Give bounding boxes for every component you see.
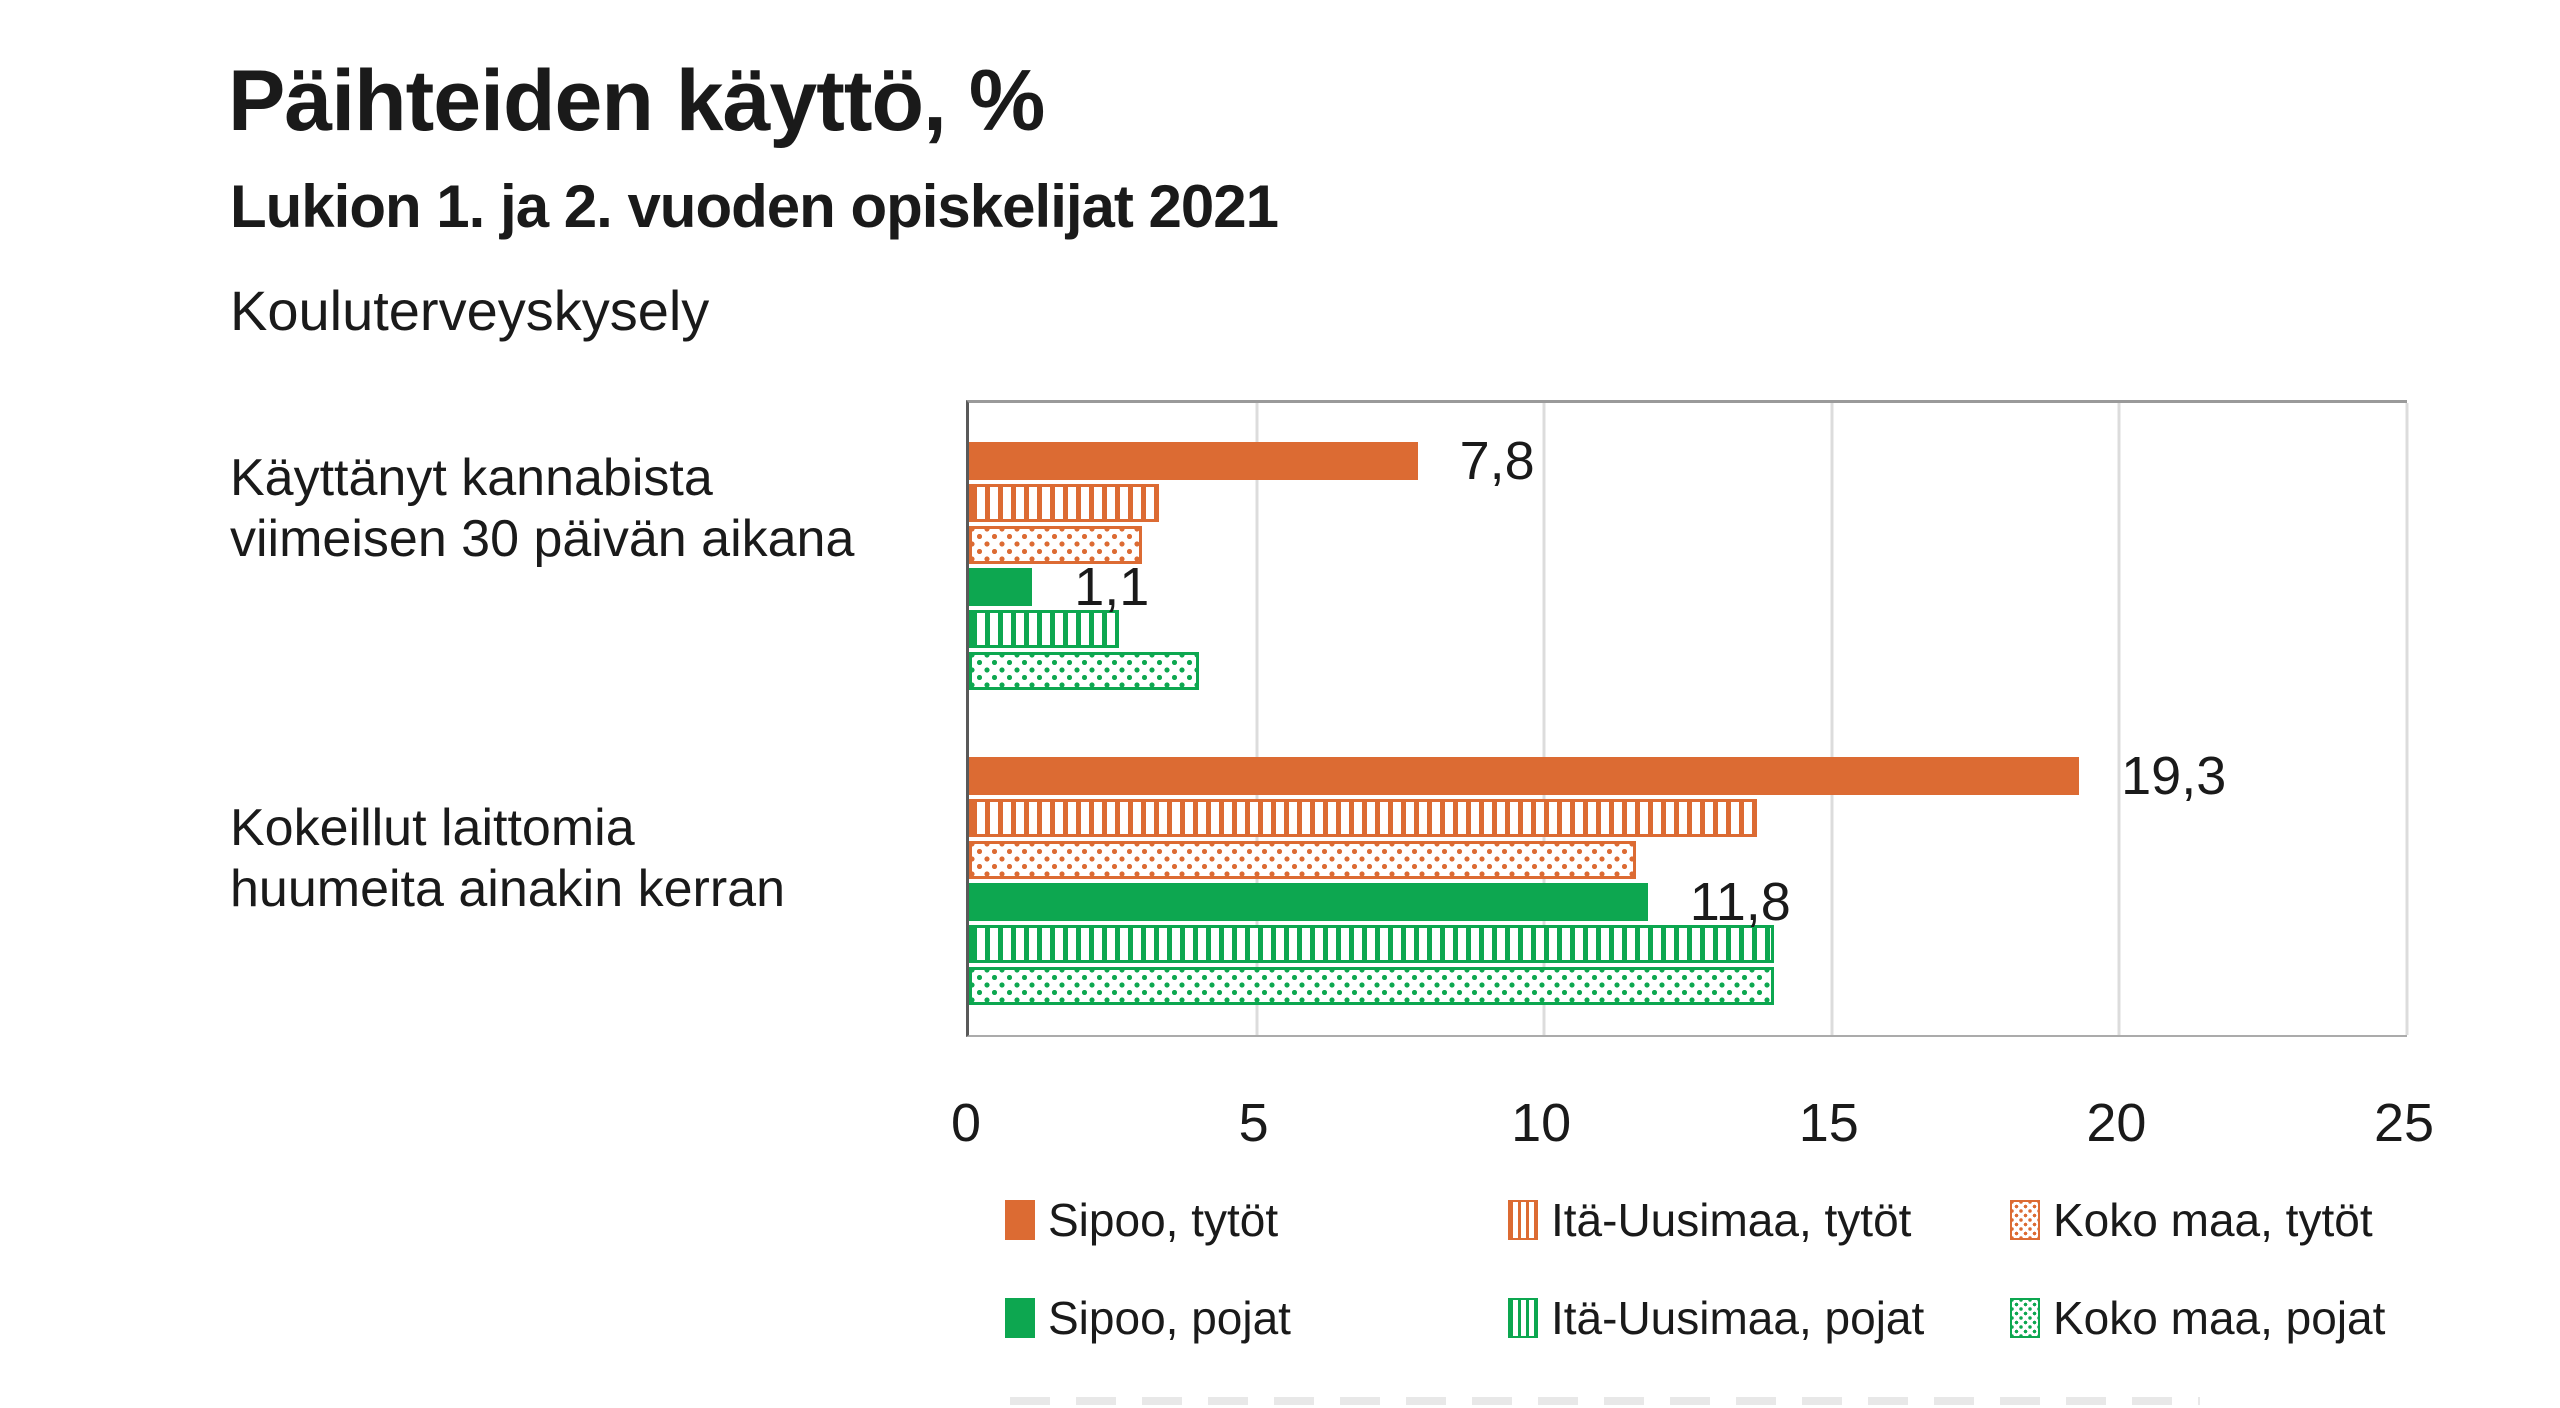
- bar-sipoo-pojat-cat2: [969, 883, 1648, 921]
- bar-koko-maa-tytat-cat2: [969, 841, 1637, 879]
- legend-item-ita-uusimaa-tytat: Itä-Uusimaa, tytöt: [1508, 1192, 1911, 1248]
- legend-label: Itä-Uusimaa, tytöt: [1551, 1194, 1912, 1246]
- x-tick-label-25: 25: [2373, 1093, 2435, 1153]
- category-label-kannabis: Käyttänyt kannabista viimeisen 30 päivän…: [230, 448, 854, 570]
- x-tick-label-5: 5: [1238, 1093, 1269, 1153]
- chart-subtitle: Lukion 1. ja 2. vuoden opiskelijat 2021: [230, 173, 1279, 240]
- legend-swatch-stripes-green: [1508, 1298, 1538, 1338]
- bar-koko-maa-pojat-cat1: [969, 652, 1200, 690]
- bar-koko-maa-pojat-cat2: [969, 967, 1775, 1005]
- bar-sipoo-tytat-cat2: [969, 757, 2080, 795]
- legend-item-sipoo-pojat: Sipoo, pojat: [1005, 1290, 1291, 1346]
- legend-item-koko-maa-tytat: Koko maa, tytöt: [2010, 1192, 2373, 1248]
- category-label-line: huumeita ainakin kerran: [230, 860, 785, 918]
- gridline-10: [1542, 403, 1546, 1035]
- legend-label: Sipoo, tytöt: [1048, 1194, 1279, 1246]
- plot-area: 7,8 1,1 19,3 11,8: [966, 400, 2409, 1037]
- legend-label: Koko maa, pojat: [2053, 1292, 2386, 1344]
- x-axis: 0 5 10 15 20 25: [951, 1092, 2434, 1156]
- gridline-15: [1830, 403, 1834, 1035]
- chart-source: Kouluterveyskysely: [230, 279, 710, 342]
- legend-swatch-solid-green: [1005, 1298, 1035, 1338]
- legend-swatch-dots-green: [2010, 1298, 2040, 1338]
- chart-title: Päihteiden käyttö, %: [228, 53, 1045, 149]
- bar-sipoo-tytat-cat1: [969, 442, 1418, 480]
- value-label-sipoo-tytat-cat1: 7,8: [1459, 431, 1535, 491]
- x-tick-label-0: 0: [950, 1093, 982, 1153]
- category-label-line: viimeisen 30 päivän aikana: [230, 510, 855, 568]
- legend-label: Koko maa, tytöt: [2053, 1194, 2373, 1246]
- legend-item-sipoo-tytat: Sipoo, tytöt: [1005, 1192, 1278, 1248]
- legend-swatch-stripes-orange: [1508, 1200, 1538, 1240]
- value-label-sipoo-pojat-cat1: 1,1: [1074, 557, 1150, 617]
- legend-label: Sipoo, pojat: [1048, 1292, 1291, 1344]
- category-label-huumeet: Kokeillut laittomia huumeita ainakin ker…: [230, 798, 785, 920]
- bottom-edge-artifact: [1010, 1397, 2200, 1405]
- gridline-20: [2117, 403, 2121, 1035]
- x-tick-label-20: 20: [2086, 1093, 2147, 1153]
- legend-swatch-solid-orange: [1005, 1200, 1035, 1240]
- legend-label: Itä-Uusimaa, pojat: [1551, 1292, 1925, 1344]
- gridline-25: [2405, 403, 2409, 1035]
- value-label-sipoo-pojat-cat2: 11,8: [1689, 872, 1791, 932]
- bar-koko-maa-tytat-cat1: [969, 526, 1142, 564]
- bar-sipoo-pojat-cat1: [969, 568, 1033, 606]
- bar-ita-uusimaa-pojat-cat1: [969, 610, 1119, 648]
- category-label-line: Käyttänyt kannabista: [230, 449, 713, 507]
- x-tick-label-15: 15: [1798, 1093, 1859, 1153]
- x-tick-label-10: 10: [1511, 1093, 1572, 1153]
- legend: Sipoo, tytöt Itä-Uusimaa, tytöt Koko maa, …: [966, 1192, 2466, 1402]
- legend-item-ita-uusimaa-pojat: Itä-Uusimaa, pojat: [1508, 1290, 1924, 1346]
- bar-ita-uusimaa-pojat-cat2: [969, 925, 1775, 963]
- category-label-line: Kokeillut laittomia: [230, 799, 635, 857]
- legend-swatch-dots-orange: [2010, 1200, 2040, 1240]
- bar-ita-uusimaa-tytat-cat2: [969, 799, 1758, 837]
- gridline-5: [1255, 403, 1259, 1035]
- bar-ita-uusimaa-tytat-cat1: [969, 484, 1159, 522]
- value-label-sipoo-tytat-cat2: 19,3: [2121, 746, 2227, 806]
- legend-item-koko-maa-pojat: Koko maa, pojat: [2010, 1290, 2385, 1346]
